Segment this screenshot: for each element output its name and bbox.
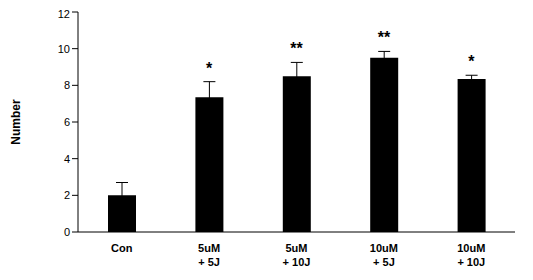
svg-text:6: 6	[64, 116, 70, 128]
svg-text:5uM: 5uM	[286, 242, 308, 254]
svg-text:5uM: 5uM	[198, 242, 220, 254]
svg-text:+ 10J: + 10J	[457, 256, 485, 268]
svg-text:+ 10J: + 10J	[283, 256, 311, 268]
svg-text:*: *	[206, 60, 213, 77]
svg-text:4: 4	[64, 153, 70, 165]
svg-text:**: **	[378, 29, 391, 46]
svg-text:+ 5J: + 5J	[373, 256, 395, 268]
svg-text:+ 5J: + 5J	[198, 256, 220, 268]
svg-text:10uM: 10uM	[457, 242, 485, 254]
svg-text:Con: Con	[111, 242, 133, 254]
svg-text:12: 12	[58, 8, 70, 20]
svg-text:**: **	[290, 40, 303, 57]
svg-text:Number: Number	[9, 99, 23, 145]
svg-text:10: 10	[58, 43, 70, 55]
svg-text:8: 8	[64, 79, 70, 91]
svg-text:0: 0	[64, 226, 70, 238]
svg-text:2: 2	[64, 189, 70, 201]
svg-text:*: *	[468, 53, 475, 70]
svg-text:10uM: 10uM	[370, 242, 398, 254]
